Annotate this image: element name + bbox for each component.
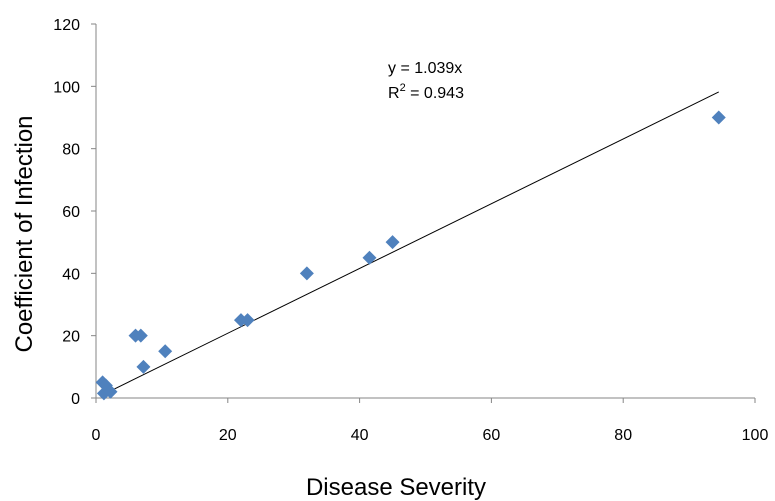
data-point: [385, 235, 400, 250]
data-point: [711, 110, 726, 125]
data-point: [133, 328, 148, 343]
y-tick-label: 80: [62, 142, 80, 159]
trendline: [102, 91, 719, 396]
data-points: [95, 110, 726, 401]
x-tick-label: 0: [92, 427, 101, 444]
x-axis-ticks: 0 20 40 60 80 100: [92, 398, 769, 444]
data-point: [240, 313, 255, 328]
data-point: [158, 344, 173, 359]
chart-axes: [95, 24, 755, 399]
y-axis-ticks: 0 20 40 60 80 100 120: [53, 17, 96, 408]
y-tick-label: 0: [71, 391, 80, 408]
x-tick-label: 20: [219, 427, 237, 444]
data-point: [362, 250, 377, 265]
trendline-equation: y = 1.039x: [388, 60, 462, 77]
y-tick-label: 60: [62, 204, 80, 221]
r2-superscript: 2: [400, 82, 406, 94]
r2-prefix: R: [388, 85, 400, 102]
x-tick-label: 40: [351, 427, 369, 444]
y-axis-title: Coefficient of Infection: [11, 115, 38, 352]
r2-value: = 0.943: [406, 85, 464, 102]
data-point: [136, 359, 151, 374]
x-tick-label: 60: [483, 427, 501, 444]
x-tick-label: 80: [614, 427, 632, 444]
x-tick-label: 100: [742, 427, 769, 444]
y-tick-label: 40: [62, 266, 80, 283]
y-tick-label: 100: [53, 79, 80, 96]
trendline-r-squared: R2 = 0.943: [388, 82, 464, 102]
y-tick-label: 20: [62, 329, 80, 346]
x-axis-title: Disease Severity: [306, 474, 486, 501]
data-point: [299, 266, 314, 281]
data-point: [103, 384, 118, 399]
y-tick-label: 120: [53, 17, 80, 34]
